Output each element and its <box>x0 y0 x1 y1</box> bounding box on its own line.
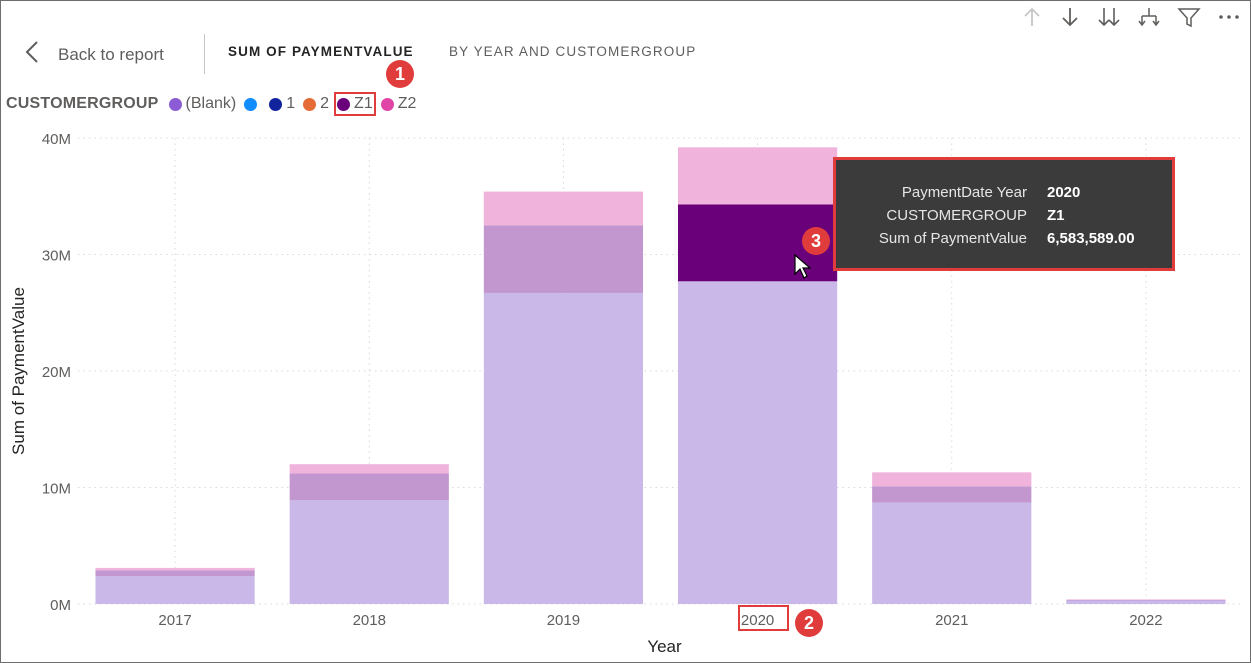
tooltip-key: Sum of PaymentValue <box>878 230 1027 247</box>
legend-dot <box>380 97 394 111</box>
legend-label: 2 <box>320 95 330 112</box>
x-axis-title: Year <box>647 637 682 656</box>
legend-label: 1 <box>286 95 296 112</box>
bar-segment-2018-z2[interactable] <box>289 464 449 474</box>
drill-up-icon[interactable] <box>1021 6 1043 28</box>
callout-badge-3: 3 <box>802 227 830 255</box>
x-tick-label: 2021 <box>935 612 968 629</box>
y-tick-label: 0M <box>50 597 71 614</box>
tooltip-value: Z1 <box>1047 207 1065 224</box>
legend-item-1[interactable]: 1 <box>269 95 295 113</box>
chevron-left-icon <box>24 40 40 69</box>
legend-item-z2[interactable]: Z2 <box>380 95 417 113</box>
header-divider <box>204 34 205 74</box>
bar-segment-2020-z2[interactable] <box>677 147 838 205</box>
x-tick-label: 2018 <box>353 612 386 629</box>
drill-down-icon[interactable] <box>1059 6 1081 28</box>
legend-dot <box>244 97 258 111</box>
bar-segment-2017-z2[interactable] <box>95 567 255 571</box>
legend-item-2[interactable]: 2 <box>303 95 329 113</box>
bar-segment-2022-z2[interactable] <box>1066 599 1226 600</box>
x-tick-label: 2020 <box>741 612 774 629</box>
legend-item-z1[interactable]: Z1 <box>334 92 376 116</box>
back-to-report-button[interactable]: Back to report <box>24 40 164 69</box>
legend-label: Z1 <box>354 95 373 112</box>
y-tick-label: 40M <box>42 131 71 148</box>
bar-segment-2017-blank[interactable] <box>95 576 255 604</box>
legend-title: CUSTOMERGROUP <box>6 95 159 112</box>
y-tick-label: 20M <box>42 364 71 381</box>
callout-badge-2: 2 <box>795 609 823 637</box>
visual-title: SUM OF PAYMENTVALUE <box>228 44 414 59</box>
filter-icon[interactable] <box>1177 6 1201 28</box>
legend-item-blank[interactable]: (Blank) <box>168 95 237 113</box>
legend-dot <box>303 97 317 111</box>
bar-segment-2019-blank[interactable] <box>483 292 644 604</box>
legend-dot <box>168 97 182 111</box>
x-tick-label: 2017 <box>158 612 191 629</box>
legend-dot <box>337 97 351 111</box>
back-to-report-label: Back to report <box>58 44 164 64</box>
x-tick-label: 2019 <box>547 612 580 629</box>
bar-segment-2018-z1[interactable] <box>289 473 449 501</box>
bar-segment-2019-z1[interactable] <box>483 225 644 293</box>
tooltip-key: CUSTOMERGROUP <box>886 207 1027 224</box>
legend-label: Z2 <box>397 95 417 112</box>
legend-item-1a[interactable] <box>244 97 261 111</box>
bar-segment-2021-z2[interactable] <box>872 472 1032 487</box>
y-tick-label: 10M <box>42 481 71 498</box>
callout-badge-1: 1 <box>386 60 414 88</box>
visual-toolbar <box>1021 6 1241 28</box>
bar-segment-2019-z2[interactable] <box>483 191 644 226</box>
bar-segment-2022-blank[interactable] <box>1066 600 1226 604</box>
more-options-icon[interactable] <box>1217 6 1241 28</box>
chart-tooltip: PaymentDate Year 2020 CUSTOMERGROUP Z1 S… <box>833 157 1175 271</box>
legend-label: (Blank) <box>185 95 237 112</box>
x-label-highlight-box <box>738 605 789 631</box>
mouse-cursor-icon <box>794 253 812 285</box>
bar-segment-2020-blank[interactable] <box>677 281 838 604</box>
expand-hierarchy-icon[interactable] <box>1137 6 1161 28</box>
go-to-next-level-icon[interactable] <box>1097 6 1121 28</box>
visual-subtitle: BY YEAR AND CUSTOMERGROUP <box>449 44 697 59</box>
y-tick-label: 30M <box>42 248 71 265</box>
bar-segment-2021-z1[interactable] <box>872 486 1032 503</box>
tooltip-value: 6,583,589.00 <box>1047 230 1135 247</box>
x-tick-label: 2022 <box>1129 612 1162 629</box>
tooltip-key: PaymentDate Year <box>901 184 1027 201</box>
y-axis-title: Sum of PaymentValue <box>9 287 28 455</box>
bar-segment-2018-blank[interactable] <box>289 500 449 604</box>
bar-segment-2022-z1[interactable] <box>1066 599 1226 601</box>
bar-segment-2021-blank[interactable] <box>872 502 1032 604</box>
tooltip-value: 2020 <box>1047 184 1081 201</box>
bar-segment-2017-z1[interactable] <box>95 570 255 577</box>
visual-header: Back to report SUM OF PAYMENTVALUE BY YE… <box>0 30 1251 76</box>
chart-legend: CUSTOMERGROUP (Blank) 1 2 Z1 Z2 <box>6 92 424 116</box>
legend-dot <box>269 97 283 111</box>
